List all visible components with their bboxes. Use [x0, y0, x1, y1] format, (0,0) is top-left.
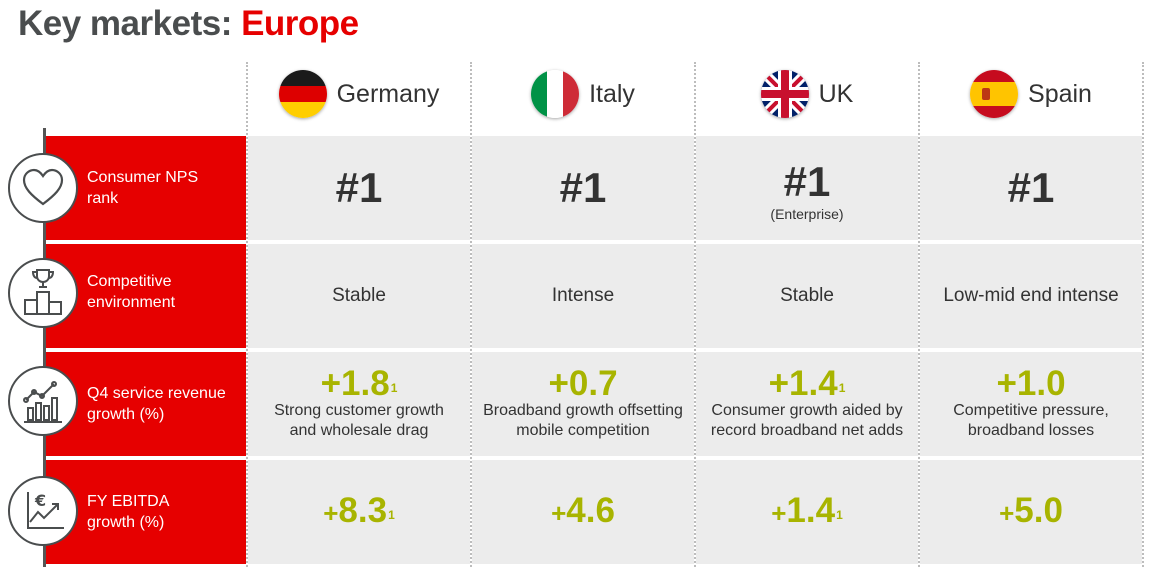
- row-label-competitive: Competitive environment: [87, 273, 176, 311]
- page-title: Key markets: Europe: [18, 4, 359, 43]
- ebitda-value: +4.6: [551, 491, 615, 530]
- country-header-italy: Italy: [472, 62, 694, 126]
- nps-cell-uk: #1 (Enterprise): [696, 136, 918, 240]
- ebitda-cell-germany: +8.31: [248, 460, 470, 564]
- row-connector-line: [43, 128, 46, 567]
- column-divider: [694, 62, 696, 567]
- service-revenue-cell-italy: +0.7 Broadband growth offsetting mobile …: [472, 352, 694, 456]
- row-label-service-revenue: Q4 service revenue growth (%): [87, 385, 226, 423]
- ebitda-value: +5.0: [999, 491, 1063, 530]
- euro-chart-icon: €: [8, 476, 78, 546]
- row-label-cell: [46, 460, 246, 564]
- row-label-nps: Consumer NPS rank: [87, 169, 199, 207]
- country-name: Spain: [1028, 79, 1092, 108]
- nps-cell-italy: #1: [472, 136, 694, 240]
- competitive-cell-uk: Stable: [696, 244, 918, 348]
- nps-cell-germany: #1: [248, 136, 470, 240]
- competitive-cell-italy: Intense: [472, 244, 694, 348]
- nps-sub-label: (Enterprise): [770, 206, 844, 222]
- ebitda-cell-italy: +4.6: [472, 460, 694, 564]
- italy-flag-icon: [531, 70, 580, 118]
- column-divider: [918, 62, 920, 567]
- service-revenue-cell-spain: +1.0 Competitive pressure, broadband los…: [920, 352, 1142, 456]
- ebitda-cell-spain: +5.0: [920, 460, 1142, 564]
- uk-flag-icon: [760, 70, 809, 118]
- competitive-cell-spain: Low-mid end intense: [920, 244, 1142, 348]
- heart-icon: [8, 153, 78, 223]
- country-header-spain: Spain: [920, 62, 1142, 126]
- column-divider: [470, 62, 472, 567]
- column-divider: [1142, 62, 1144, 567]
- country-name: UK: [818, 79, 854, 108]
- ebitda-cell-uk: +1.41: [696, 460, 918, 564]
- service-revenue-value: +1.0: [996, 364, 1066, 403]
- ebitda-value: +1.41: [771, 491, 843, 530]
- service-revenue-value: +0.7: [548, 364, 618, 403]
- svg-text:€: €: [34, 491, 46, 510]
- country-header-uk: UK: [696, 62, 918, 126]
- row-label-ebitda: FY EBITDA growth (%): [87, 493, 170, 531]
- row-label-cell: [46, 244, 246, 348]
- nps-cell-spain: #1: [920, 136, 1142, 240]
- podium-trophy-icon: [8, 258, 78, 328]
- country-name: Germany: [336, 79, 440, 108]
- service-revenue-cell-uk: +1.41 Consumer growth aided by record br…: [696, 352, 918, 456]
- growth-chart-icon: [8, 366, 78, 436]
- row-label-cell: [46, 352, 246, 456]
- row-label-cell: [46, 136, 246, 240]
- spain-flag-icon: [970, 70, 1019, 118]
- service-revenue-value: +1.41: [768, 364, 846, 403]
- service-revenue-cell-germany: +1.81 Strong customer growth and wholesa…: [248, 352, 470, 456]
- service-revenue-value: +1.81: [320, 364, 398, 403]
- column-divider: [246, 62, 248, 567]
- ebitda-value: +8.31: [323, 491, 395, 530]
- country-name: Italy: [589, 79, 635, 108]
- country-header-germany: Germany: [248, 62, 470, 126]
- germany-flag-icon: [278, 70, 327, 118]
- competitive-cell-germany: Stable: [248, 244, 470, 348]
